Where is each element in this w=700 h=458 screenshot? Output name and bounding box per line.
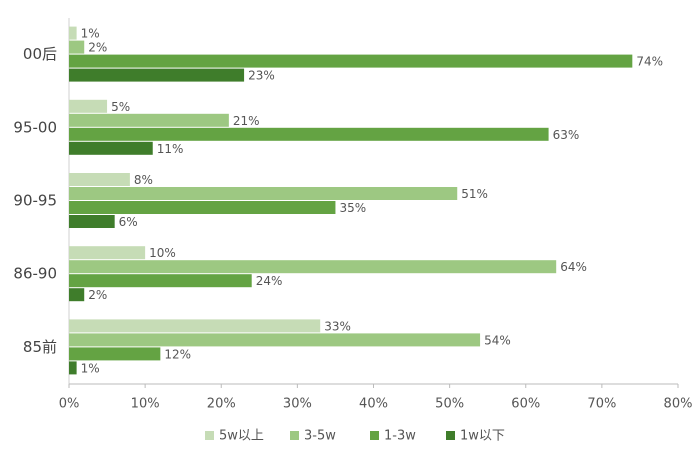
legend-label: 3-5w <box>304 429 336 444</box>
x-tick-label: 70% <box>587 397 616 412</box>
x-tick-label: 20% <box>207 397 236 412</box>
x-tick-label: 30% <box>283 397 312 412</box>
legend-label: 5w以上 <box>219 429 264 444</box>
x-tick-label: 60% <box>511 397 540 412</box>
bar <box>69 141 153 155</box>
value-label: 54% <box>484 333 511 347</box>
x-tick-label: 0% <box>59 397 80 412</box>
bar <box>69 127 549 141</box>
legend-label: 1w以下 <box>460 429 505 444</box>
value-label: 2% <box>88 288 107 302</box>
value-label: 63% <box>553 128 580 142</box>
x-tick-label: 80% <box>664 397 693 412</box>
bar <box>69 54 633 68</box>
bar <box>69 26 77 40</box>
legend-swatch <box>205 431 214 440</box>
category-label: 00后 <box>23 45 57 63</box>
bar <box>69 319 321 333</box>
value-label: 51% <box>461 187 488 201</box>
value-label: 6% <box>119 215 138 229</box>
bar <box>69 347 161 361</box>
x-tick-label: 10% <box>131 397 160 412</box>
legend-swatch <box>290 431 299 440</box>
value-label: 64% <box>560 260 587 274</box>
x-tick-label: 40% <box>359 397 388 412</box>
bar <box>69 333 481 347</box>
value-label: 24% <box>256 274 283 288</box>
value-label: 8% <box>134 173 153 187</box>
value-label: 1% <box>81 361 100 375</box>
category-label: 86-90 <box>13 265 57 283</box>
legend-label: 1-3w <box>384 429 416 444</box>
bar <box>69 113 229 127</box>
value-label: 33% <box>324 319 351 333</box>
category-label: 85前 <box>23 338 57 356</box>
bar <box>69 260 557 274</box>
value-label: 21% <box>233 114 260 128</box>
bar <box>69 99 108 113</box>
bar <box>69 40 85 54</box>
bar <box>69 361 77 375</box>
value-label: 1% <box>81 27 100 41</box>
value-label: 2% <box>88 41 107 55</box>
x-tick-label: 50% <box>435 397 464 412</box>
category-label: 90-95 <box>13 192 57 210</box>
value-label: 23% <box>248 69 275 83</box>
category-label: 95-00 <box>13 118 57 136</box>
bar <box>69 288 85 302</box>
value-label: 12% <box>164 347 191 361</box>
value-label: 10% <box>149 246 176 260</box>
bar <box>69 215 115 228</box>
bar <box>69 274 252 288</box>
legend-swatch <box>446 431 455 440</box>
bar <box>69 68 245 82</box>
value-label: 5% <box>111 100 130 114</box>
bar <box>69 201 336 214</box>
value-label: 11% <box>157 142 184 156</box>
legend-swatch <box>370 431 379 440</box>
bar <box>69 246 146 260</box>
value-label: 74% <box>636 55 663 69</box>
bar <box>69 173 130 186</box>
value-label: 35% <box>339 201 366 215</box>
bar <box>69 187 458 200</box>
